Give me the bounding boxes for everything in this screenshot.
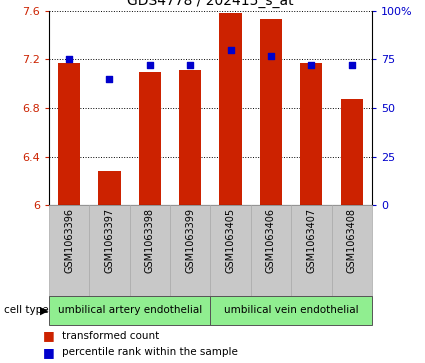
Point [65, 57, 72, 62]
Bar [251, 205, 291, 296]
Point [106, 76, 113, 82]
Text: GSM1063407: GSM1063407 [306, 208, 316, 273]
Bar [219, 13, 242, 205]
Text: umbilical vein endothelial: umbilical vein endothelial [224, 305, 358, 315]
Title: GDS4778 / 202415_s_at: GDS4778 / 202415_s_at [127, 0, 294, 8]
Text: ■: ■ [42, 346, 54, 359]
Bar [210, 205, 251, 296]
Bar [98, 171, 121, 205]
Bar [291, 205, 332, 296]
Bar [49, 205, 89, 296]
Text: GSM1063396: GSM1063396 [64, 208, 74, 273]
Bar [332, 205, 372, 296]
Text: percentile rank within the sample: percentile rank within the sample [62, 347, 238, 357]
Bar [139, 72, 161, 205]
Point [308, 62, 314, 68]
Point [187, 62, 193, 68]
Point [348, 62, 355, 68]
Bar [89, 205, 130, 296]
Bar [210, 296, 372, 325]
Bar [49, 296, 210, 325]
Point [146, 62, 153, 68]
Text: GSM1063398: GSM1063398 [145, 208, 155, 273]
Bar [340, 99, 363, 205]
Text: ▶: ▶ [40, 305, 48, 315]
Text: GSM1063399: GSM1063399 [185, 208, 195, 273]
Bar [260, 19, 282, 205]
Text: transformed count: transformed count [62, 331, 159, 340]
Text: GSM1063408: GSM1063408 [347, 208, 357, 273]
Text: umbilical artery endothelial: umbilical artery endothelial [57, 305, 202, 315]
Bar [300, 63, 323, 205]
Text: ■: ■ [42, 329, 54, 342]
Text: GSM1063406: GSM1063406 [266, 208, 276, 273]
Point [227, 47, 234, 53]
Text: GSM1063397: GSM1063397 [105, 208, 114, 273]
Bar [58, 63, 80, 205]
Point [267, 53, 274, 58]
Bar [170, 205, 210, 296]
Bar [179, 70, 201, 205]
Bar [130, 205, 170, 296]
Text: GSM1063405: GSM1063405 [226, 208, 235, 273]
Text: cell type: cell type [4, 305, 49, 315]
